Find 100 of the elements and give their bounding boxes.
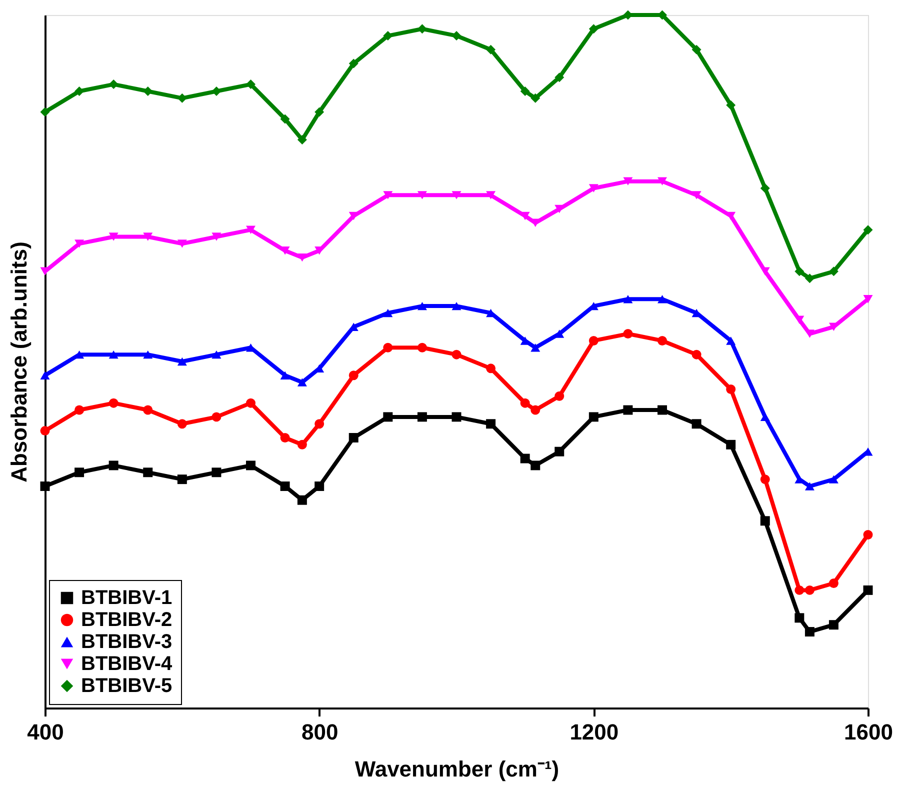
point (212, 232, 222, 241)
point (40, 426, 50, 436)
point (143, 350, 153, 359)
legend-label: BTBIBV-5 (81, 675, 172, 697)
point (280, 432, 290, 442)
point (530, 405, 540, 415)
point (623, 405, 633, 415)
x-tick-label: 800 (301, 720, 338, 744)
point (452, 302, 462, 310)
point (280, 371, 290, 380)
point (74, 240, 84, 248)
point (554, 391, 564, 401)
point (314, 107, 324, 117)
point (692, 419, 702, 429)
point (417, 342, 427, 352)
point (530, 93, 540, 103)
legend-label: BTBIBV-3 (81, 631, 172, 653)
point (726, 336, 736, 345)
point (804, 482, 814, 490)
point (658, 405, 667, 415)
point (863, 295, 873, 304)
point (143, 405, 153, 415)
point (760, 516, 770, 526)
point (143, 468, 153, 478)
point (692, 350, 702, 360)
point (212, 468, 222, 478)
point (297, 378, 307, 386)
point (863, 530, 873, 540)
point (177, 419, 187, 429)
point (297, 495, 307, 505)
point (348, 58, 358, 68)
point (828, 620, 838, 630)
point (692, 191, 702, 200)
point (177, 474, 187, 484)
point (486, 44, 496, 54)
point (297, 134, 307, 144)
point (760, 184, 770, 193)
point (828, 578, 838, 588)
point (212, 350, 222, 359)
point (452, 412, 462, 422)
x-axis-title: Wavenumber (cm⁻¹) (354, 756, 560, 782)
point (108, 232, 118, 241)
point (246, 226, 256, 234)
point (212, 412, 222, 422)
point (452, 191, 462, 200)
point (486, 364, 496, 374)
point (383, 191, 393, 200)
point (530, 460, 540, 470)
point (177, 357, 187, 366)
point (726, 100, 736, 110)
point (108, 460, 118, 470)
x-tick-label: 1200 (570, 720, 619, 744)
point (804, 627, 814, 637)
point (40, 107, 50, 117)
point (383, 31, 393, 41)
point (623, 329, 633, 339)
point (658, 336, 667, 346)
point (74, 405, 84, 415)
point (383, 342, 393, 352)
point (794, 316, 804, 324)
point (177, 93, 187, 103)
point (74, 86, 84, 96)
point (726, 440, 736, 450)
point (452, 31, 462, 41)
point (760, 267, 770, 276)
y-axis-title: Absorbance (arb.units) (6, 242, 32, 482)
point (417, 191, 427, 200)
point (246, 80, 256, 90)
legend-label: BTBIBV-4 (81, 653, 173, 675)
point (246, 398, 256, 408)
point (297, 253, 307, 262)
point (554, 446, 564, 456)
point (246, 460, 256, 470)
point (520, 212, 530, 220)
point (760, 412, 770, 422)
point (794, 585, 804, 595)
point (726, 212, 736, 220)
point (297, 440, 307, 450)
point (348, 370, 358, 380)
point (486, 191, 496, 200)
point (588, 24, 598, 34)
point (74, 350, 84, 359)
point (588, 336, 598, 346)
point (658, 295, 667, 304)
point (554, 72, 564, 82)
point (108, 398, 118, 408)
point (417, 412, 427, 422)
point (828, 475, 838, 484)
point (554, 330, 564, 338)
point (143, 232, 153, 241)
point (520, 454, 530, 464)
point (623, 295, 633, 304)
point (520, 398, 530, 408)
point (212, 86, 222, 96)
point (863, 225, 873, 235)
point (40, 371, 50, 380)
point (726, 384, 736, 394)
point (143, 86, 153, 96)
point (520, 86, 530, 96)
point (383, 412, 393, 422)
